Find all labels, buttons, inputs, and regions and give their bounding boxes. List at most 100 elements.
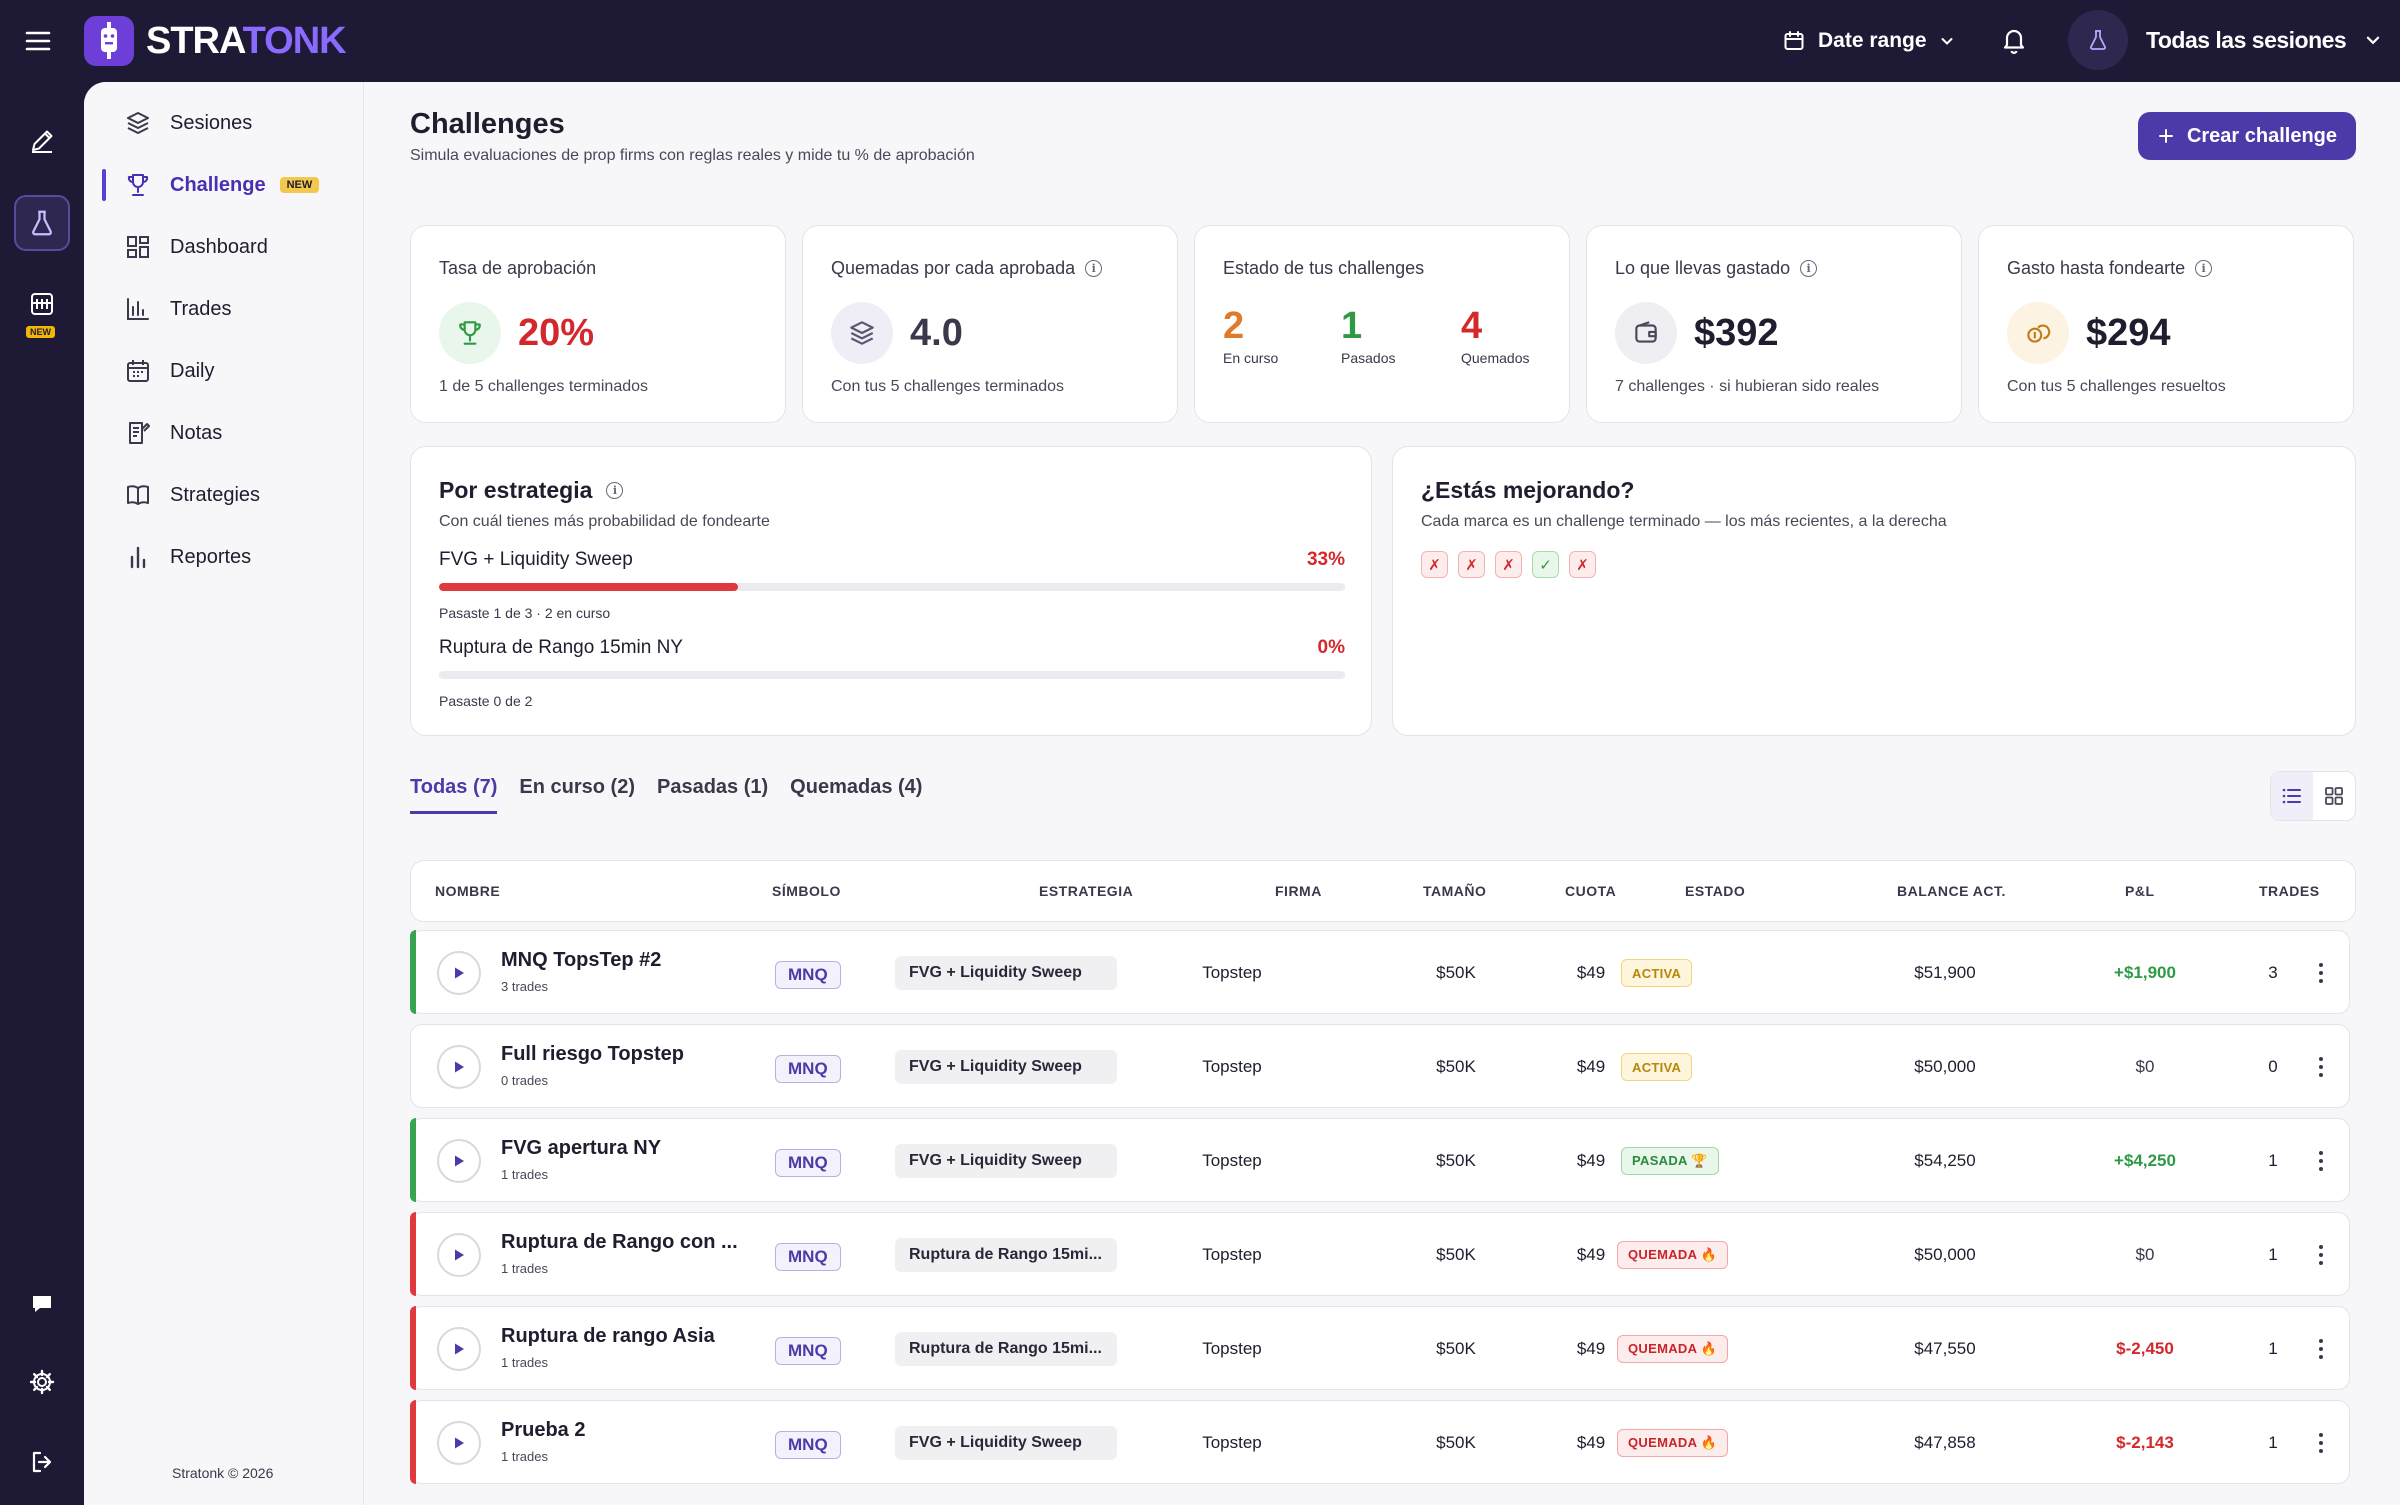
fail-mark: ✗ <box>1495 551 1522 578</box>
date-range-button[interactable]: Date range <box>1782 24 1955 58</box>
challenge-name[interactable]: FVG apertura NY <box>501 1137 662 1159</box>
challenge-trade-count: 3 trades <box>501 979 548 994</box>
balance-cell: $47,858 <box>1914 1433 1976 1452</box>
grid-view-icon[interactable] <box>2313 772 2355 820</box>
new-badge: NEW <box>279 177 320 193</box>
status-accent <box>410 1306 416 1390</box>
strategy-progress <box>439 671 1345 679</box>
col-strategy[interactable]: ESTRATEGIA <box>1039 883 1134 899</box>
info-icon[interactable]: i <box>1085 260 1103 277</box>
menu-icon[interactable] <box>22 25 54 57</box>
layers-icon <box>124 109 152 137</box>
session-selector[interactable]: Todas las sesiones <box>2068 10 2382 70</box>
col-fee[interactable]: CUOTA <box>1565 883 1617 899</box>
list-view-icon[interactable] <box>2271 772 2313 820</box>
col-size[interactable]: TAMAÑO <box>1423 883 1487 899</box>
sidebar-item-label: Sesiones <box>170 111 253 134</box>
col-balance[interactable]: BALANCE ACT. <box>1897 883 2006 899</box>
table-row[interactable]: Ruptura de rango Asia 1 trades MNQ Ruptura … <box>410 1306 2350 1390</box>
sidebar-item-daily[interactable]: Daily <box>84 351 364 391</box>
pnl-cell: +$1,900 <box>2114 963 2176 982</box>
tab-all[interactable]: Todas (7) <box>410 776 498 814</box>
improvement-card: ¿Estás mejorando? Cada marca es un chall… <box>1392 446 2356 736</box>
chevron-down-icon <box>2367 36 2380 45</box>
spend-to-funded-card: Gasto hasta fondearte i $294 Con tus 5 ch… <box>1978 225 2354 423</box>
sidebar-item-challenge[interactable]: Challenge NEW <box>84 165 364 205</box>
sidebar-item-dashboard[interactable]: Dashboard <box>84 227 364 267</box>
play-icon[interactable] <box>437 1327 481 1371</box>
tab-passed[interactable]: Pasadas (1) <box>657 776 769 798</box>
tab-burned[interactable]: Quemadas (4) <box>790 776 923 798</box>
strategy-chip: FVG + Liquidity Sweep <box>895 1144 1117 1178</box>
more-options-icon[interactable] <box>2311 1053 2331 1081</box>
info-icon[interactable]: i <box>2195 260 2213 277</box>
symbol-badge: MNQ <box>775 1243 841 1271</box>
sidebar-item-strategies[interactable]: Strategies <box>84 475 364 515</box>
gear-icon[interactable] <box>14 1354 70 1410</box>
table-row[interactable]: Ruptura de Rango con ... 1 trades MNQ Ruptu… <box>410 1212 2350 1296</box>
balance-cell: $54,250 <box>1914 1151 1976 1170</box>
challenge-name[interactable]: Prueba 2 <box>501 1419 586 1441</box>
sidebar-item-sesiones[interactable]: Sesiones <box>84 103 364 143</box>
pencil-icon[interactable] <box>14 113 70 169</box>
symbol-badge: MNQ <box>775 961 841 989</box>
sidebar-item-notas[interactable]: Notas <box>84 413 364 453</box>
sidebar-item-reportes[interactable]: Reportes <box>84 537 364 577</box>
col-name[interactable]: NOMBRE <box>435 883 501 899</box>
play-icon[interactable] <box>437 1421 481 1465</box>
chat-icon[interactable] <box>14 1276 70 1332</box>
table-row[interactable]: Full riesgo Topstep 0 trades MNQ FVG + Liqu… <box>410 1024 2350 1108</box>
balance-cell: $51,900 <box>1914 963 1976 982</box>
table-row[interactable]: MNQ TopsTep #2 3 trades MNQ FVG + Liquidity… <box>410 930 2350 1014</box>
sidebar-item-label: Reportes <box>170 545 252 568</box>
table-row[interactable]: Prueba 2 1 trades MNQ FVG + Liquidity Sweep… <box>410 1400 2350 1484</box>
approval-rate-card: Tasa de aprobación 20% 1 de 5 challenges… <box>410 225 786 423</box>
strategy-subtitle: Con cuál tienes más probabilidad de fond… <box>439 513 770 530</box>
spent-card: Lo que llevas gastado i $392 7 challenges… <box>1586 225 1962 423</box>
logout-icon[interactable] <box>14 1434 70 1490</box>
active-indicator <box>102 169 106 201</box>
bell-icon[interactable] <box>1998 24 2030 56</box>
table-row[interactable]: FVG apertura NY 1 trades MNQ FVG + Liquidit… <box>410 1118 2350 1202</box>
improvement-subtitle: Cada marca es un challenge terminado — l… <box>1421 513 1947 530</box>
col-pnl[interactable]: P&L <box>2125 883 2155 899</box>
info-icon[interactable]: i <box>1800 260 1818 277</box>
more-options-icon[interactable] <box>2311 1335 2331 1363</box>
kpi-foot: 1 de 5 challenges terminados <box>439 378 649 395</box>
size-cell: $50K <box>1436 963 1476 982</box>
chart-icon <box>124 295 152 323</box>
spent-value: $392 <box>1694 312 1779 354</box>
play-icon[interactable] <box>437 1233 481 1277</box>
status-accent <box>410 1118 416 1202</box>
trades-cell: 1 <box>2268 1339 2278 1358</box>
strategy-title: Por estrategia i <box>439 477 624 504</box>
coins-icon <box>2007 302 2069 364</box>
challenge-name[interactable]: Full riesgo Topstep <box>501 1043 684 1065</box>
strategy-chip: FVG + Liquidity Sweep <box>895 1426 1117 1460</box>
play-icon[interactable] <box>437 1045 481 1089</box>
kpi-title: Lo que llevas gastado i <box>1615 258 1818 279</box>
sidebar-item-trades[interactable]: Trades <box>84 289 364 329</box>
play-icon[interactable] <box>437 1139 481 1183</box>
status-passed: 1 Pasados <box>1341 305 1396 366</box>
col-symbol[interactable]: SÍMBOLO <box>772 883 841 899</box>
more-options-icon[interactable] <box>2311 1147 2331 1175</box>
tab-in-progress[interactable]: En curso (2) <box>519 776 635 798</box>
library-icon[interactable] <box>14 282 70 326</box>
col-trades[interactable]: TRADES <box>2259 883 2320 899</box>
challenge-name[interactable]: Ruptura de rango Asia <box>501 1325 715 1347</box>
create-challenge-label: Crear challenge <box>2186 124 2338 147</box>
col-firm[interactable]: FIRMA <box>1275 883 1322 899</box>
info-icon[interactable]: i <box>606 482 624 499</box>
challenge-name[interactable]: MNQ TopsTep #2 <box>501 949 662 971</box>
create-challenge-button[interactable]: Crear challenge <box>2138 112 2356 160</box>
col-status[interactable]: ESTADO <box>1685 883 1746 899</box>
more-options-icon[interactable] <box>2311 1241 2331 1269</box>
flask-icon[interactable] <box>14 195 70 251</box>
more-options-icon[interactable] <box>2311 1429 2331 1457</box>
trades-cell: 3 <box>2268 963 2278 982</box>
more-options-icon[interactable] <box>2311 959 2331 987</box>
strategy-row: FVG + Liquidity Sweep 33% Pasaste 1 de 3… <box>439 549 1345 621</box>
challenge-name[interactable]: Ruptura de Rango con ... <box>501 1231 738 1253</box>
play-icon[interactable] <box>437 951 481 995</box>
